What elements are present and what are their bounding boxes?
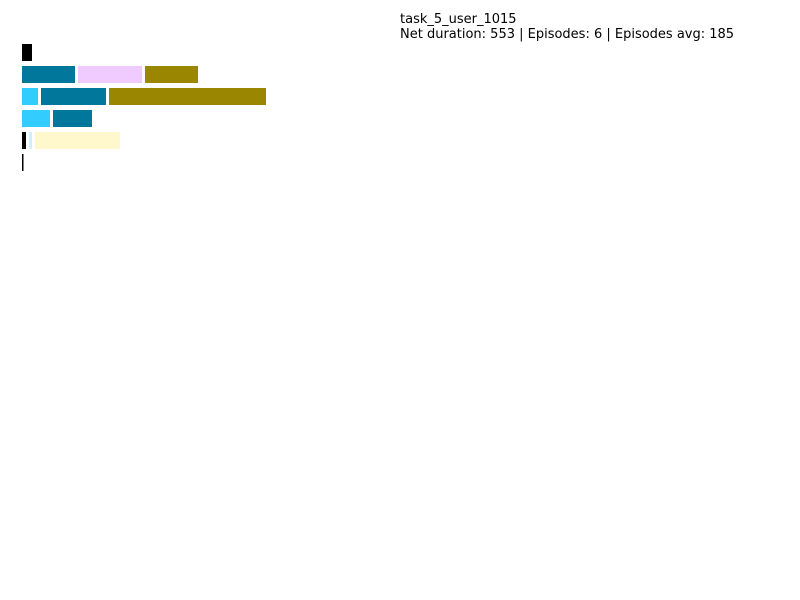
timeline-segment: [35, 132, 120, 149]
timeline-segment: [22, 44, 32, 61]
timeline-segment: [41, 88, 106, 105]
timeline-row: [22, 154, 24, 171]
chart-summary: Net duration: 553 | Episodes: 6 | Episod…: [400, 27, 735, 42]
chart-header: task_5_user_1015 Net duration: 553 | Epi…: [400, 12, 734, 42]
timeline-row: [22, 132, 120, 149]
chart-title: task_5_user_1015: [400, 12, 517, 27]
timeline-segment: [145, 66, 198, 83]
timeline-row: [22, 44, 32, 61]
timeline-segment: [22, 66, 75, 83]
timeline-segment: [78, 66, 142, 83]
timeline-row: [22, 88, 266, 105]
timeline-segment: [22, 110, 50, 127]
timeline-row: [22, 66, 198, 83]
timeline-segment: [22, 154, 24, 171]
timeline-segment: [22, 132, 26, 149]
timeline-segment: [22, 88, 38, 105]
timeline-row: [22, 110, 92, 127]
timeline-segment: [109, 88, 266, 105]
timeline-segment: [29, 132, 32, 149]
timeline-segment: [53, 110, 92, 127]
